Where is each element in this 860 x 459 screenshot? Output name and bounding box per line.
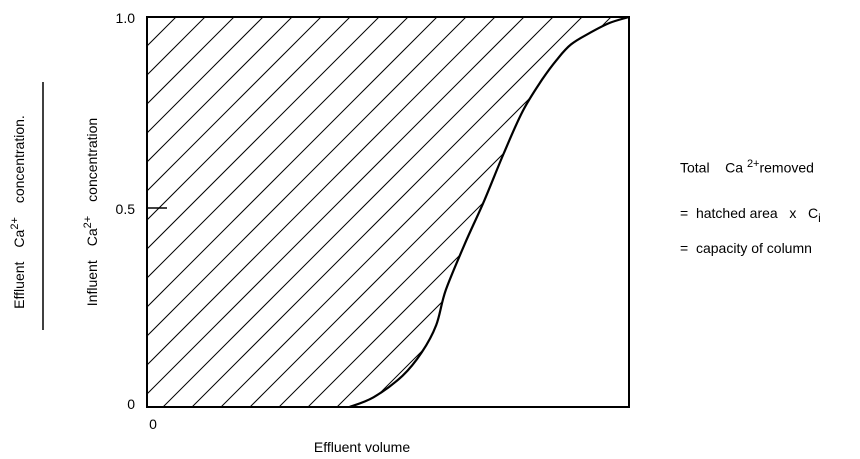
annotation-c-sub: i xyxy=(818,210,821,225)
y-num-ion: Ca xyxy=(11,229,27,247)
annotation-eq-2: = xyxy=(680,240,689,256)
hatch-line xyxy=(249,17,629,407)
hatch-line xyxy=(147,17,438,407)
hatch-line xyxy=(336,17,629,407)
y-den-charge: 2+ xyxy=(82,216,94,229)
svg-text:InfluentCa2+concentration: Influent Ca2+ concentration xyxy=(82,118,100,306)
hatch-line xyxy=(278,17,629,407)
hatch-line xyxy=(162,17,554,407)
x-tick-label-0: 0 xyxy=(149,416,157,432)
hatch-line xyxy=(147,17,496,407)
annotation-line-3: = capacity of column xyxy=(680,240,812,256)
y-tick-label-half: 0.5 xyxy=(116,201,136,217)
plot-frame xyxy=(146,16,630,408)
y-tick-label-0: 0 xyxy=(127,396,135,412)
hatch-line xyxy=(147,17,293,407)
hatch-line xyxy=(147,17,322,407)
annotation-hatched: hatched area xyxy=(695,205,778,221)
y-den-ion: Ca xyxy=(84,228,100,246)
annotation-charge: 2+ xyxy=(746,158,760,170)
annotation-total: Total xyxy=(680,159,710,176)
annotation-times: x xyxy=(789,205,797,221)
hatch-line xyxy=(147,17,380,407)
annotation-removed: removed xyxy=(759,159,814,176)
hatch-line xyxy=(147,17,351,407)
y-tick-label-1: 1.0 xyxy=(116,10,136,26)
y-num-label: Effluent xyxy=(11,261,27,308)
hatch-line xyxy=(147,17,264,407)
annotation-eq-1: = xyxy=(680,205,689,221)
annotation-line-2: = hatched area x Ci xyxy=(680,205,821,225)
x-axis-title: Effluent volume xyxy=(314,439,410,455)
hatch-line xyxy=(220,17,612,407)
y-num-unit: concentration. xyxy=(11,115,27,203)
annotation-capacity: capacity of column xyxy=(695,240,812,256)
hatch-line xyxy=(191,17,583,407)
y-axis-title-denominator: Influent Ca2+ concentration xyxy=(82,118,100,306)
breakthrough-curve xyxy=(349,15,630,409)
y-den-label: Influent xyxy=(84,260,100,306)
hatch-line xyxy=(147,17,409,407)
hatch-line xyxy=(147,17,206,407)
hatch-line xyxy=(147,17,235,407)
hatch-line xyxy=(147,17,177,407)
y-axis-title-numerator: Effluent Ca2+ concentration. xyxy=(9,115,27,309)
annotation-c: C xyxy=(808,205,819,221)
annotation-ion: Ca xyxy=(725,159,744,176)
svg-text:EffluentCa2+concentration.: Effluent Ca2+ concentration. xyxy=(9,115,27,309)
hatch-line xyxy=(147,17,467,407)
y-num-charge: 2+ xyxy=(9,217,21,230)
hatch-line xyxy=(307,17,629,407)
hatch-line xyxy=(147,17,525,407)
y-den-unit: concentration xyxy=(84,118,100,202)
annotation-line-1: Total Ca 2+removed xyxy=(680,158,814,176)
